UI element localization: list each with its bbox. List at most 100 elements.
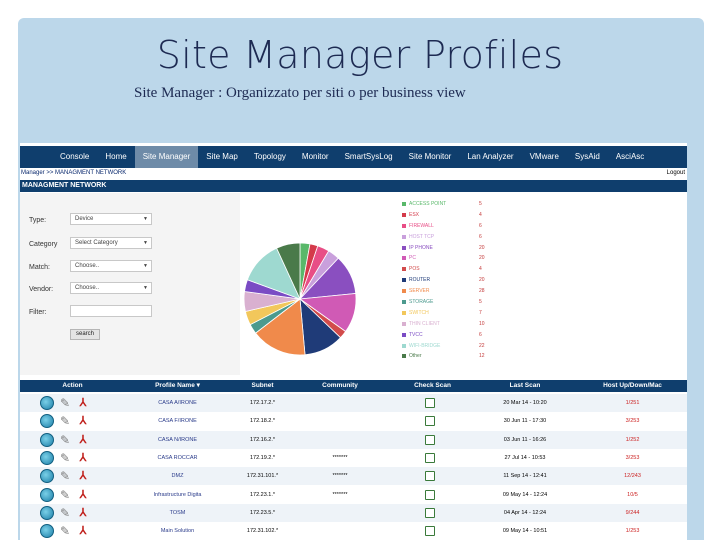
- breadcrumb-text[interactable]: Manager >> MANAGMENT NETWORK: [21, 170, 127, 176]
- edit-pencil-icon[interactable]: ✎: [59, 505, 71, 520]
- nav-item-4[interactable]: Topology: [253, 152, 286, 161]
- column-header-2[interactable]: Subnet: [251, 382, 274, 389]
- column-header-6[interactable]: Host Up/Down/Mac: [603, 382, 662, 389]
- pdf-icon[interactable]: ⅄: [79, 433, 87, 446]
- check-scan-checkbox[interactable]: [425, 507, 435, 518]
- cell-hosts: 10/5: [627, 491, 638, 498]
- nav-item-8[interactable]: Lan Analyzer: [467, 152, 514, 161]
- cell-subnet: 172.31.101.*: [246, 473, 279, 480]
- column-header-1[interactable]: Profile Name ▾: [155, 382, 200, 389]
- edit-pencil-icon[interactable]: ✎: [59, 396, 71, 410]
- check-scan-checkbox[interactable]: [425, 398, 435, 408]
- cell-hosts: 3/253: [625, 454, 640, 461]
- nav-item-1[interactable]: Home: [105, 152, 127, 161]
- cell-profile[interactable]: CASA F/IRONE: [158, 418, 197, 425]
- globe-icon[interactable]: [40, 414, 54, 429]
- cell-last-scan: 09 May 14 - 12:24: [502, 491, 548, 498]
- edit-pencil-icon[interactable]: ✎: [59, 432, 71, 447]
- cell-last-scan: 03 Jun 11 - 16:26: [503, 436, 547, 443]
- edit-pencil-icon[interactable]: ✎: [59, 524, 71, 539]
- device-pie-chart: [243, 242, 357, 356]
- pdf-icon[interactable]: ⅄: [79, 415, 87, 428]
- edit-pencil-icon[interactable]: ✎: [59, 450, 71, 465]
- row-actions: ✎ ⅄: [40, 487, 95, 502]
- logout-link[interactable]: Logout: [666, 170, 685, 176]
- check-scan-checkbox[interactable]: [425, 434, 435, 445]
- check-scan-checkbox[interactable]: [425, 416, 435, 427]
- check-scan-checkbox[interactable]: [425, 452, 435, 463]
- column-header-3[interactable]: Community: [322, 382, 358, 389]
- globe-icon[interactable]: [40, 396, 54, 410]
- nav-item-0[interactable]: Console: [60, 152, 90, 161]
- cell-subnet: 172.19.2.*: [249, 454, 276, 461]
- nav-item-5[interactable]: Monitor: [301, 152, 329, 161]
- check-scan-checkbox[interactable]: [425, 526, 435, 537]
- legend-label: ACCESS POINT: [409, 201, 447, 207]
- cell-community: *******: [332, 491, 348, 498]
- vendor-value: Choose..: [75, 285, 100, 291]
- match-select[interactable]: Choose.. ▼: [70, 260, 152, 272]
- nav-item-9[interactable]: VMware: [529, 152, 559, 161]
- filter-input[interactable]: [70, 305, 152, 317]
- edit-pencil-icon[interactable]: ✎: [59, 469, 71, 484]
- globe-icon[interactable]: [40, 487, 54, 502]
- table-row: ✎ ⅄ TOSM 172.23.5.* 04 Apr 14 - 12:24 9/244: [20, 503, 687, 522]
- search-button[interactable]: search: [70, 329, 100, 340]
- nav-item-11[interactable]: AsciAsc: [615, 152, 645, 161]
- cell-profile[interactable]: TOSM: [169, 509, 186, 516]
- cell-subnet: 172.23.1.*: [249, 491, 276, 498]
- edit-pencil-icon[interactable]: ✎: [59, 487, 71, 502]
- pdf-icon[interactable]: ⅄: [79, 488, 87, 501]
- cell-profile[interactable]: Main Solution: [160, 528, 195, 535]
- legend-swatch: [402, 278, 406, 283]
- globe-icon[interactable]: [40, 432, 54, 447]
- cell-profile[interactable]: CASA A/IRONE: [158, 400, 197, 406]
- legend-swatch: [402, 223, 406, 228]
- table-row: ✎ ⅄ Main Solution 172.31.102.* 09 May 14 - 1…: [20, 522, 687, 540]
- nav-item-3[interactable]: Site Map: [206, 152, 238, 161]
- chevron-down-icon: ▼: [143, 263, 148, 269]
- cell-last-scan: 30 Jun 11 - 17:30: [503, 418, 547, 425]
- globe-icon[interactable]: [40, 469, 54, 484]
- check-scan-checkbox[interactable]: [425, 471, 435, 482]
- legend-swatch: [402, 321, 406, 326]
- check-scan-checkbox[interactable]: [425, 489, 435, 500]
- cell-last-scan: 27 Jul 14 - 10:53: [504, 454, 546, 461]
- pdf-icon[interactable]: ⅄: [79, 506, 87, 519]
- legend-entry: STORAGE 5: [402, 297, 502, 308]
- vendor-label: Vendor:: [29, 286, 54, 293]
- vendor-select[interactable]: Choose.. ▼: [70, 282, 152, 294]
- pdf-icon[interactable]: ⅄: [79, 451, 87, 464]
- nav-item-10[interactable]: SysAid: [574, 152, 600, 161]
- nav-item-6[interactable]: SmartSysLog: [344, 152, 393, 161]
- nav-item-2[interactable]: Site Manager: [134, 146, 199, 168]
- table-row: ✎ ⅄ CASA N/IRONE 172.16.2.* 03 Jun 11 - 16:2…: [20, 430, 687, 449]
- cell-profile[interactable]: CASA N/IRONE: [157, 436, 198, 443]
- column-header-5[interactable]: Last Scan: [509, 382, 541, 389]
- column-header-4[interactable]: Check Scan: [414, 382, 451, 389]
- edit-pencil-icon[interactable]: ✎: [59, 414, 71, 429]
- pie-slice-8[interactable]: [255, 298, 306, 356]
- legend-label: ROUTER: [409, 277, 431, 284]
- cell-profile[interactable]: CASA ROCCAR: [157, 454, 198, 461]
- legend-label: WIFI-BRIDGE: [409, 342, 441, 349]
- legend-entry: FIREWALL 6: [402, 221, 502, 232]
- cell-profile[interactable]: Infrastructure Digita: [153, 491, 202, 498]
- category-select[interactable]: Select Category ▼: [70, 237, 152, 249]
- globe-icon[interactable]: [40, 450, 54, 465]
- pdf-icon[interactable]: ⅄: [79, 525, 87, 538]
- globe-icon[interactable]: [40, 505, 54, 520]
- legend-count: 20: [479, 255, 485, 262]
- pdf-icon[interactable]: ⅄: [79, 397, 87, 409]
- category-value: Select Category: [75, 240, 118, 246]
- type-select[interactable]: Device ▼: [70, 213, 152, 225]
- globe-icon[interactable]: [40, 524, 54, 539]
- pie-slice-14[interactable]: [276, 242, 301, 300]
- cell-profile[interactable]: DMZ: [171, 473, 184, 480]
- type-value: Device: [75, 216, 94, 222]
- nav-item-7[interactable]: Site Monitor: [408, 152, 452, 161]
- pdf-icon[interactable]: ⅄: [79, 470, 87, 483]
- column-header-0[interactable]: Action: [62, 382, 83, 389]
- legend-label: POS: [409, 266, 420, 273]
- cell-subnet: 172.23.5.*: [249, 509, 276, 516]
